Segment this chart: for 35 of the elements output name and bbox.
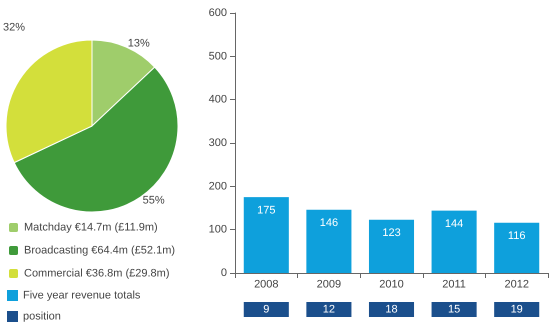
y-tick-label: 200 [208, 180, 227, 192]
data-label: 12 [322, 304, 336, 316]
data-label: 116 [508, 230, 526, 242]
x-tick-label: 2008 [254, 278, 279, 290]
data-label: 123 [382, 227, 401, 240]
data-label: 144 [444, 218, 464, 230]
data-label: 175 [257, 204, 276, 217]
bar [494, 222, 540, 273]
legend-label: Commercial €36.8m (£29.8m) [24, 268, 170, 280]
y-tick-label: 300 [208, 137, 227, 149]
data-label: 13% [128, 37, 150, 50]
x-tick-label: 2011 [442, 278, 466, 290]
y-tick-label: 400 [208, 94, 227, 106]
x-tick-label: 2012 [504, 278, 529, 290]
legend-label: Matchday €14.7m (£11.9m) [24, 222, 158, 234]
legend-label: Broadcasting €64.4m (£52.1m) [24, 244, 176, 256]
bar [306, 210, 352, 273]
legend-label: position [23, 310, 61, 322]
data-label: 9 [263, 304, 270, 316]
x-tick-label: 2009 [316, 278, 342, 290]
legend-label: Five year revenue totals [23, 290, 141, 302]
y-tick-label: 600 [208, 7, 227, 19]
data-label: 15 [448, 304, 460, 316]
x-tick-label: 2010 [379, 278, 404, 290]
data-label: 55% [142, 194, 165, 206]
data-label: 19 [510, 304, 523, 316]
bar [368, 220, 414, 273]
y-tick-label: 100 [208, 224, 227, 236]
data-label: 18 [385, 304, 398, 316]
data-label: 32% [2, 22, 26, 34]
data-label: 146 [320, 217, 338, 230]
y-tick-label: 0 [220, 267, 227, 279]
bar [244, 197, 289, 273]
bar [432, 210, 477, 273]
y-tick-label: 500 [208, 50, 227, 62]
